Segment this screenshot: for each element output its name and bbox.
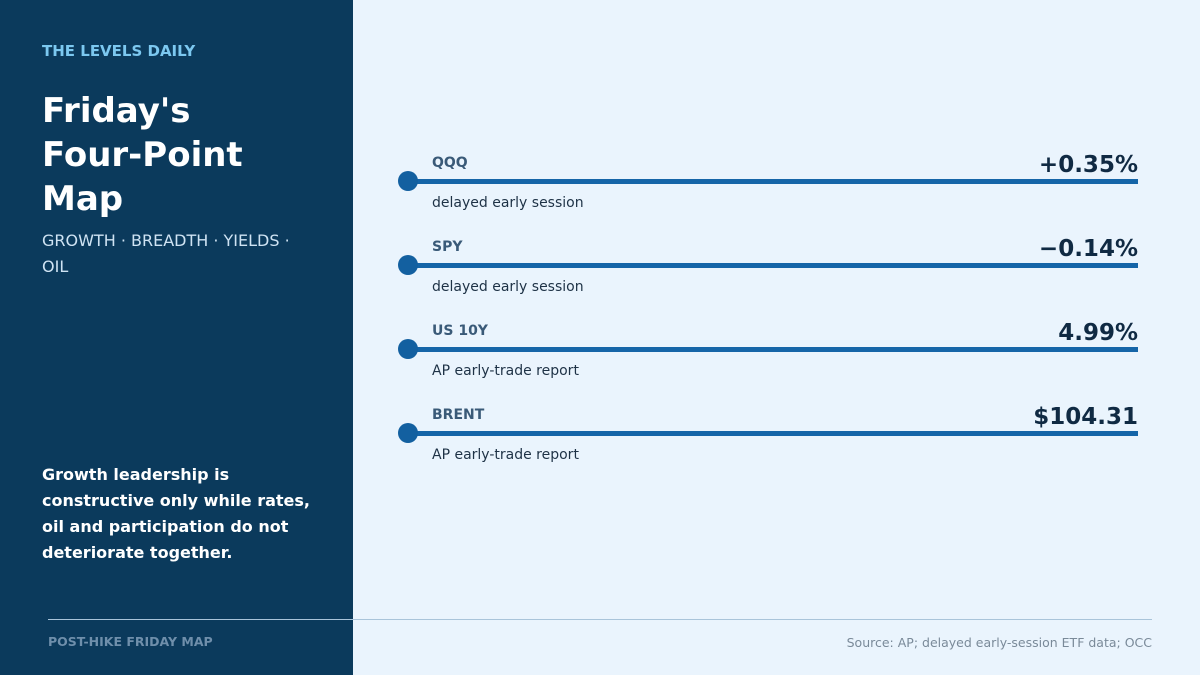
item-label: SPY: [432, 239, 463, 255]
item-label: US 10Y: [432, 323, 488, 339]
item-row: BRENT $104.31 AP early-trade report: [398, 404, 1138, 487]
item-detail: AP early-trade report: [432, 447, 579, 463]
eyebrow: THE LEVELS DAILY: [42, 42, 196, 60]
source: Source: AP; delayed early-session ETF da…: [846, 635, 1152, 650]
item-detail: delayed early session: [432, 279, 584, 295]
item-bar: [408, 263, 1138, 268]
item-value: +0.35%: [1038, 152, 1138, 178]
footer-rule: [48, 619, 1152, 620]
item-bar: [408, 179, 1138, 184]
footer-label: POST-HIKE FRIDAY MAP: [48, 634, 213, 649]
item-bar: [408, 347, 1138, 352]
item-row: SPY −0.14% delayed early session: [398, 236, 1138, 319]
item-detail: AP early-trade report: [432, 363, 579, 379]
item-label: QQQ: [432, 155, 468, 171]
subtitle: GROWTH · BREADTH · YIELDS · OIL: [42, 231, 290, 276]
item-value: 4.99%: [1058, 320, 1138, 346]
item-value: −0.14%: [1038, 236, 1138, 262]
item-detail: delayed early session: [432, 195, 584, 211]
item-value: $104.31: [1033, 404, 1138, 430]
item-dot: [398, 423, 418, 443]
item-bar: [408, 431, 1138, 436]
item-label: BRENT: [432, 407, 485, 423]
item-row: QQQ +0.35% delayed early session: [398, 152, 1138, 235]
item-dot: [398, 339, 418, 359]
title: Friday's Four-Point Map: [42, 91, 243, 219]
item-dot: [398, 255, 418, 275]
note: Growth leadership is constructive only w…: [42, 465, 311, 562]
side-panel: [0, 0, 353, 675]
item-row: US 10Y 4.99% AP early-trade report: [398, 320, 1138, 403]
item-dot: [398, 171, 418, 191]
